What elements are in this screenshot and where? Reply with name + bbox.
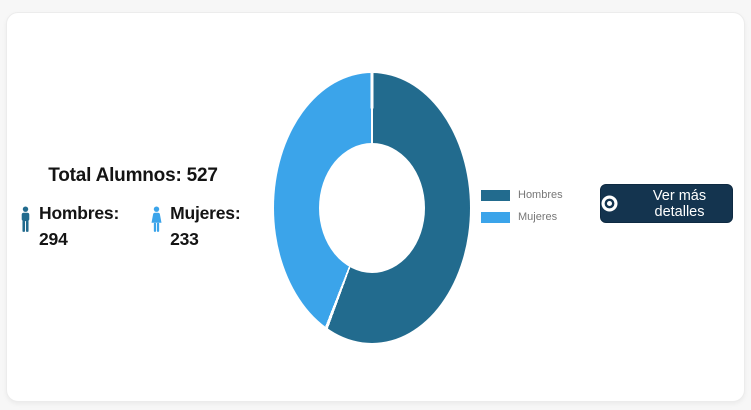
gender-stats-row: Hombres: 294 Mujeres: 233 [15,200,251,252]
hombres-value: 294 [39,229,68,249]
legend-label-mujeres: Mujeres [518,211,558,223]
hombres-text: Hombres: 294 [39,200,119,252]
donut-hole [319,143,425,273]
ver-mas-detalles-button[interactable]: Ver más detalles [600,184,733,223]
hombres-stat: Hombres: 294 [19,200,119,252]
mujeres-text: Mujeres: 233 [170,200,241,252]
legend-item-hombres[interactable]: Hombres [481,189,563,201]
female-icon [151,206,162,232]
ver-mas-detalles-label: Ver más detalles [652,187,707,220]
hombres-label: Hombres: [39,203,120,223]
total-alumnos-value: 527 [186,165,218,186]
alumnos-summary-card: Total Alumnos: 527 Hombres: 294 [6,12,745,402]
legend-swatch-mujeres [481,211,510,223]
mujeres-label: Mujeres: [170,203,241,223]
legend-item-mujeres[interactable]: Mujeres [481,211,563,223]
total-alumnos-text: Total Alumnos: 527 [15,165,251,187]
legend-label-hombres: Hombres [518,189,563,201]
chart-legend: Hombres Mujeres [481,189,563,233]
mujeres-stat: Mujeres: 233 [150,200,241,252]
eye-icon [601,195,618,212]
male-icon [21,206,30,232]
legend-swatch-hombres [481,189,510,201]
donut-chart[interactable] [274,73,470,343]
mujeres-value: 233 [170,229,199,249]
total-alumnos-label: Total Alumnos: [48,165,182,186]
stats-panel: Total Alumnos: 527 Hombres: 294 [15,165,251,252]
